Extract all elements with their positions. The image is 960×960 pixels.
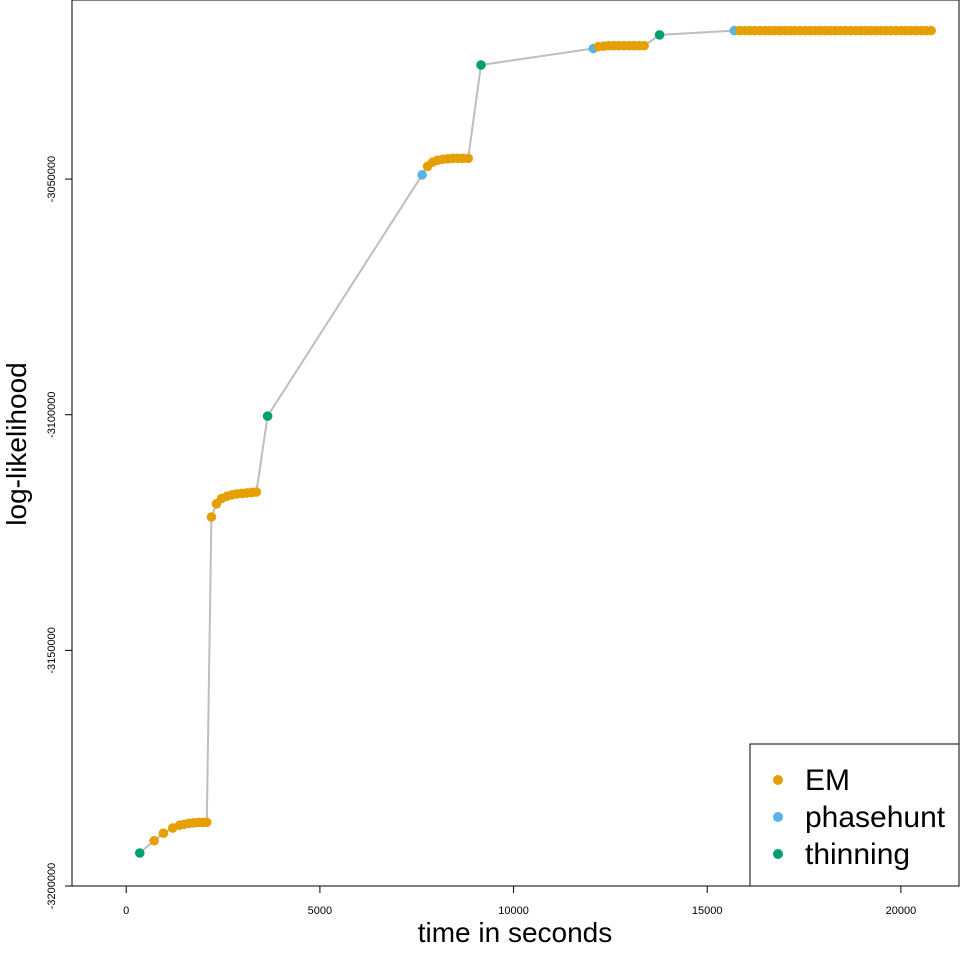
- x-tick-label: 20000: [886, 905, 917, 917]
- data-point-em: [201, 817, 212, 828]
- data-point-em: [463, 153, 474, 164]
- y-tick-label: -3150000: [46, 627, 58, 674]
- data-point-em: [639, 40, 649, 51]
- legend-box: [749, 743, 960, 887]
- y-axis: -3200000 -3150000 -3100000 -3050000: [46, 156, 73, 910]
- legend-label-thinning: thinning: [805, 838, 910, 871]
- x-axis: 0 5000 10000 15000 20000: [123, 885, 917, 917]
- legend: EM phasehunt thinning: [749, 743, 960, 887]
- x-tick-label: 15000: [692, 905, 723, 917]
- legend-marker-phasehunt: [773, 812, 783, 822]
- data-point-em: [149, 835, 159, 846]
- data-point-em: [158, 828, 169, 839]
- data-point-thinning: [476, 60, 486, 70]
- data-points: [134, 25, 936, 858]
- data-point-phasehunt: [417, 170, 427, 180]
- legend-label-em: EM: [805, 764, 850, 797]
- likelihood-trace-line: [139, 29, 932, 854]
- x-tick-label: 5000: [308, 905, 332, 917]
- legend-label-phasehunt: phasehunt: [805, 801, 946, 834]
- legend-marker-thinning: [773, 849, 783, 859]
- x-tick-label: 0: [123, 905, 129, 917]
- legend-marker-em: [773, 775, 783, 785]
- x-tick-label: 10000: [498, 905, 529, 917]
- y-tick-label: -3100000: [46, 391, 58, 438]
- data-point-thinning: [134, 848, 145, 858]
- data-point-em: [251, 487, 262, 497]
- y-axis-title: log-likelihood: [1, 362, 32, 525]
- x-axis-title: time in seconds: [418, 917, 613, 948]
- data-point-em: [206, 512, 217, 522]
- y-tick-label: -3050000: [46, 156, 58, 203]
- data-point-thinning: [654, 30, 665, 40]
- data-point-em: [926, 25, 936, 36]
- data-point-thinning: [262, 411, 273, 421]
- y-tick-label: -3200000: [46, 863, 58, 910]
